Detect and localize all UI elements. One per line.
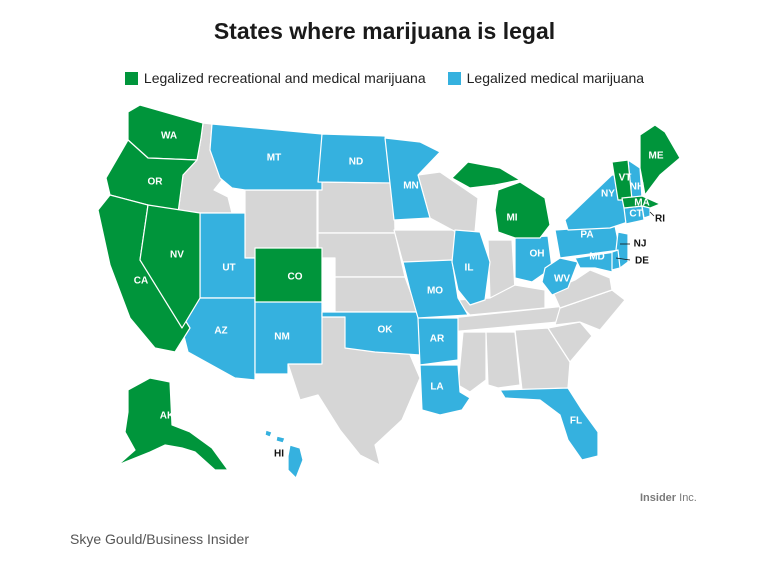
state-hawaii-3 [287, 444, 304, 479]
label-ct: CT [629, 209, 642, 220]
label-mt: MT [267, 153, 281, 164]
label-nd: ND [349, 157, 363, 168]
label-wa: WA [161, 131, 177, 142]
label-mi: MI [506, 213, 517, 224]
state-virginia [551, 269, 613, 309]
label-co: CO [288, 272, 303, 283]
label-il: IL [465, 263, 474, 274]
label-la: LA [430, 382, 443, 393]
label-nm: NM [274, 332, 290, 343]
label-ak: AK [160, 411, 175, 422]
state-michigan-lower [494, 181, 551, 239]
label-nj: NJ [634, 239, 647, 250]
label-nv: NV [170, 250, 184, 261]
label-ny: NY [601, 189, 615, 200]
state-south-carolina [547, 321, 593, 363]
legend-swatch-recreational [124, 71, 138, 85]
state-massachusetts [621, 195, 661, 209]
label-mn: MN [403, 181, 419, 192]
label-oh: OH [530, 249, 545, 260]
state-iowa [393, 229, 461, 264]
state-ohio [514, 235, 553, 283]
legend-item-recreational: Legalized recreational and medical marij… [124, 70, 426, 86]
brand-logo: Insider Inc. [640, 492, 697, 504]
state-illinois [451, 229, 491, 306]
state-labels: WA OR CA NV CO AK MI VT ME MA MT ND MN U… [134, 131, 665, 460]
label-ca: CA [134, 276, 148, 287]
label-wv: WV [554, 274, 570, 285]
brand-rest: Inc. [676, 492, 697, 504]
state-georgia [514, 327, 571, 391]
state-colorado [254, 247, 323, 303]
state-alaska [117, 377, 229, 471]
label-or: OR [148, 177, 164, 188]
label-ri: RI [655, 214, 665, 225]
state-nebraska [317, 232, 406, 278]
label-me: ME [649, 151, 664, 162]
state-michigan-upper [451, 161, 521, 189]
label-ar: AR [430, 334, 445, 345]
label-nh: NH [630, 182, 644, 193]
state-oregon [105, 139, 198, 214]
state-mississippi [457, 331, 487, 393]
state-florida [499, 387, 599, 461]
label-vt: VT [619, 173, 632, 184]
state-hawaii-1 [264, 429, 273, 438]
label-ma: MA [634, 198, 650, 209]
label-mo: MO [427, 286, 443, 297]
label-az: AZ [214, 326, 227, 337]
state-louisiana [419, 364, 471, 416]
state-maryland [574, 251, 616, 273]
state-delaware [611, 249, 621, 271]
legend-item-medical: Legalized medical marijuana [447, 70, 645, 86]
label-md: MD [589, 252, 605, 263]
state-alabama [485, 331, 521, 389]
image-credit: Skye Gould/Business Insider [70, 531, 249, 547]
state-kentucky [454, 284, 546, 316]
medical-states [181, 123, 651, 479]
map-title: States where marijuana is legal [213, 18, 556, 44]
label-ut: UT [222, 263, 235, 274]
legend-swatch-medical [447, 71, 461, 85]
legend-label-medical: Legalized medical marijuana [466, 70, 645, 86]
legend: Legalized recreational and medical marij… [0, 70, 769, 86]
state-nevada [139, 204, 201, 329]
brand-bold: Insider [640, 492, 677, 504]
label-hi: HI [274, 449, 284, 460]
label-fl: FL [570, 416, 582, 427]
state-kansas [334, 276, 419, 313]
state-south-dakota [317, 181, 396, 234]
state-minnesota [384, 137, 441, 221]
legend-label-recreational: Legalized recreational and medical marij… [143, 70, 426, 86]
recreational-states [97, 104, 681, 471]
label-connectors [615, 211, 655, 261]
state-hawaii-2 [275, 435, 286, 444]
label-ok: OK [378, 325, 394, 336]
label-pa: PA [580, 230, 593, 241]
state-arkansas [417, 317, 459, 366]
label-de: DE [635, 256, 649, 267]
state-maine [639, 124, 681, 196]
non-legal-states [177, 122, 626, 466]
